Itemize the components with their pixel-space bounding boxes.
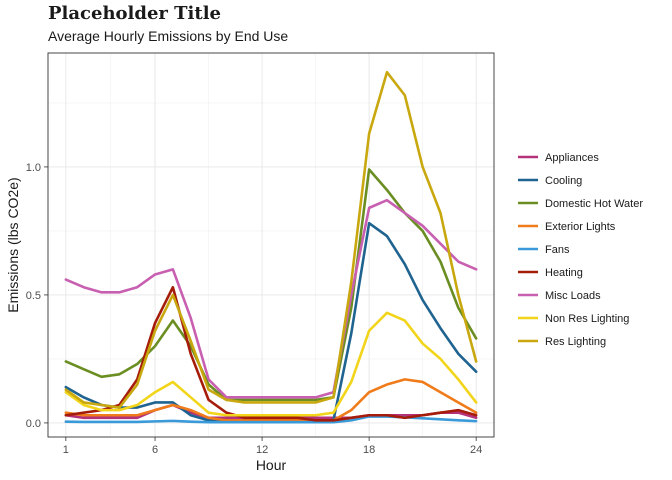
legend-label-exterior-lights: Exterior Lights bbox=[545, 221, 616, 233]
chart-title: Placeholder Title bbox=[48, 3, 222, 24]
series-line-misc-loads bbox=[64, 198, 478, 399]
legend-label-non-res-lighting: Non Res Lighting bbox=[545, 313, 629, 325]
x-tick-label: 24 bbox=[470, 444, 482, 456]
series-line-heating bbox=[64, 285, 478, 422]
x-axis-title: Hour bbox=[256, 457, 287, 473]
x-tick-label: 1 bbox=[63, 444, 69, 456]
series-line-exterior-lights bbox=[64, 378, 478, 422]
chart-subtitle: Average Hourly Emissions by End Use bbox=[48, 28, 289, 44]
panel-border bbox=[47, 52, 495, 438]
legend-label-fans: Fans bbox=[545, 244, 570, 256]
legend-label-misc-loads: Misc Loads bbox=[545, 290, 601, 302]
y-tick-label: 0.5 bbox=[26, 290, 41, 302]
y-tick-label: 0.0 bbox=[26, 418, 41, 430]
legend-label-cooling: Cooling bbox=[545, 175, 582, 187]
legend-label-heating: Heating bbox=[545, 267, 583, 279]
y-tick-label: 1.0 bbox=[26, 162, 41, 174]
series-lines bbox=[64, 70, 478, 424]
axes: 1 6 12 18 24 0.0 0.5 1.0 bbox=[26, 52, 495, 456]
legend-label-domestic-hot-water: Domestic Hot Water bbox=[545, 198, 643, 210]
series-line-res-lighting bbox=[64, 70, 478, 409]
legend-label-appliances: Appliances bbox=[545, 152, 599, 164]
x-tick-label: 6 bbox=[152, 444, 158, 456]
legend-label-res-lighting: Res Lighting bbox=[545, 336, 606, 348]
series-line-non-res-lighting bbox=[64, 311, 478, 417]
x-tick-label: 18 bbox=[363, 444, 375, 456]
x-tick-label: 12 bbox=[256, 444, 268, 456]
legend: Appliances Cooling Domestic Hot Water Exter… bbox=[518, 152, 643, 348]
y-axis-title: Emissions (lbs CO2e) bbox=[5, 177, 21, 312]
plot-panel bbox=[48, 53, 494, 437]
plot-background bbox=[48, 53, 494, 437]
grid-lines bbox=[48, 53, 494, 437]
